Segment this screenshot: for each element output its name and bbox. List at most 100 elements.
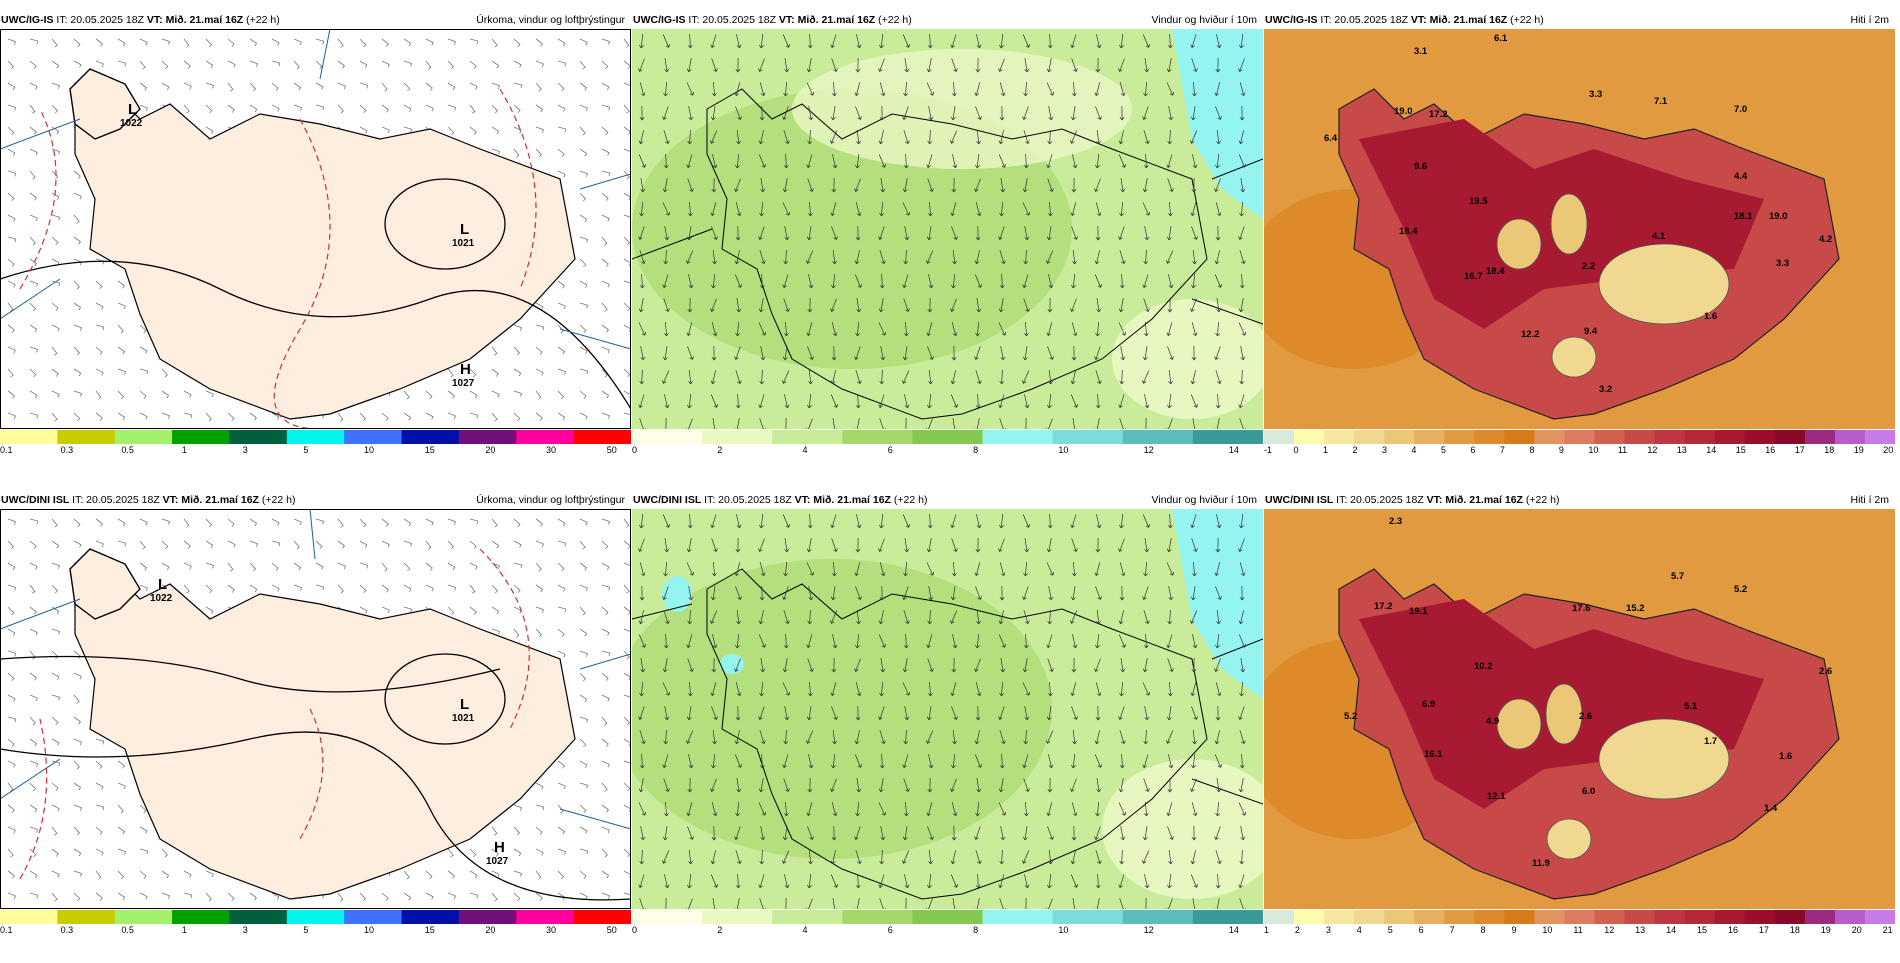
wind-barb — [491, 518, 498, 528]
wind-barb — [425, 518, 434, 526]
wind-arrow — [639, 250, 646, 264]
wind-arrow — [782, 346, 788, 361]
wind-barb — [7, 126, 15, 136]
colorbar-tick-label: 14 — [1228, 925, 1239, 935]
wind-arrow — [879, 681, 884, 697]
wind-arrow — [1190, 514, 1197, 528]
wind-barb — [117, 518, 126, 527]
wind-arrow — [999, 562, 1006, 577]
wind-barb — [51, 518, 58, 528]
wind-arrow — [663, 610, 670, 624]
wind-barb — [447, 368, 454, 378]
wind-barb — [139, 368, 149, 375]
wind-arrow — [1191, 538, 1198, 552]
wind-arrow — [928, 106, 934, 121]
wind-arrow — [638, 634, 646, 648]
wind-arrow — [975, 57, 981, 73]
wind-arrow — [974, 250, 980, 265]
wind-barb — [139, 390, 147, 399]
wind-arrow — [759, 585, 765, 601]
wind-barb — [29, 126, 37, 135]
wind-arrow — [712, 634, 718, 649]
wind-barb — [337, 518, 344, 528]
wind-arrow — [710, 874, 718, 888]
wind-arrow — [1239, 369, 1245, 385]
wind-arrow — [1143, 249, 1149, 265]
wind-arrow — [736, 130, 741, 145]
colorbar-swatch — [286, 430, 345, 444]
wind-barb — [249, 38, 258, 47]
wind-arrow — [712, 81, 717, 97]
wind-barb — [29, 562, 38, 570]
colorbar-tick-label: 12 — [1143, 445, 1154, 455]
wind-arrow — [735, 850, 742, 864]
panel-title: Hiti í 2m — [1850, 494, 1889, 506]
wind-barb — [139, 826, 148, 834]
wind-arrow — [686, 322, 693, 337]
wind-arrow — [1094, 250, 1100, 265]
high-marker: H — [460, 361, 471, 378]
wind-arrow — [950, 778, 957, 792]
wind-barb — [161, 82, 170, 91]
wind-barb — [447, 584, 457, 591]
wind-barb — [73, 368, 82, 377]
wind-arrow — [831, 322, 838, 337]
wind-barb — [513, 390, 523, 397]
wind-barb — [29, 104, 36, 114]
wind-barb — [51, 390, 60, 398]
wind-barb — [249, 60, 259, 67]
colorbar-swatch — [1122, 430, 1194, 444]
wind-barb — [51, 82, 61, 89]
temperature-label: 18.1 — [1734, 211, 1753, 222]
wind-arrow — [1070, 874, 1078, 888]
wind-arrow — [998, 778, 1004, 793]
wind-arrow — [1095, 154, 1100, 169]
wind-arrow — [1046, 418, 1053, 429]
wind-arrow — [951, 706, 958, 720]
wind-barb — [29, 82, 38, 90]
wind-barb — [117, 280, 126, 289]
wind-arrow — [998, 538, 1005, 552]
wind-arrow — [1167, 513, 1173, 529]
wind-arrow — [711, 322, 718, 337]
wind-arrow — [878, 394, 885, 408]
wind-arrow — [1070, 610, 1078, 624]
wind-barb — [29, 236, 36, 246]
wind-arrow — [1238, 130, 1244, 145]
wind-arrow — [1070, 682, 1077, 697]
wind-arrow — [974, 178, 981, 192]
wind-arrow — [998, 634, 1006, 648]
wind-arrow — [758, 706, 765, 720]
wind-arrow — [711, 538, 718, 552]
wind-arrow — [760, 826, 766, 841]
wind-barb — [403, 60, 413, 67]
wind-barb — [491, 848, 499, 857]
wind-arrow — [664, 801, 669, 817]
wind-arrow — [878, 802, 887, 816]
wind-barb — [513, 126, 522, 134]
wind-arrow — [902, 274, 909, 288]
wind-arrow — [998, 226, 1005, 240]
wind-arrow — [782, 202, 791, 216]
wind-arrow — [975, 537, 981, 553]
wind-arrow — [808, 106, 814, 121]
temperature-label: 6.1 — [1494, 33, 1508, 44]
wind-arrow — [902, 106, 909, 120]
colorbar-tick-label: 17 — [1758, 925, 1769, 935]
panel-temp-dini: UWC/DINI ISL IT: 20.05.2025 18Z VT: Mið.… — [1264, 492, 1895, 963]
wind-arrow — [710, 130, 718, 144]
colorbar-swatch — [1294, 910, 1325, 924]
temp-colorbar — [1264, 910, 1895, 924]
colorbar-swatch — [458, 910, 517, 924]
wind-arrow — [1167, 129, 1173, 145]
colorbar-tick-label: 3 — [1381, 445, 1387, 455]
wind-arrow — [734, 562, 741, 577]
wind-arrow — [1095, 873, 1101, 889]
wind-arrow — [1168, 586, 1174, 601]
model-name: UWC/DINI ISL — [1265, 494, 1334, 506]
wind-barb — [601, 892, 611, 899]
wind-barb — [403, 38, 412, 47]
wind-barb — [491, 826, 498, 836]
wind-arrow — [1072, 154, 1078, 169]
wind-barb — [403, 540, 413, 547]
